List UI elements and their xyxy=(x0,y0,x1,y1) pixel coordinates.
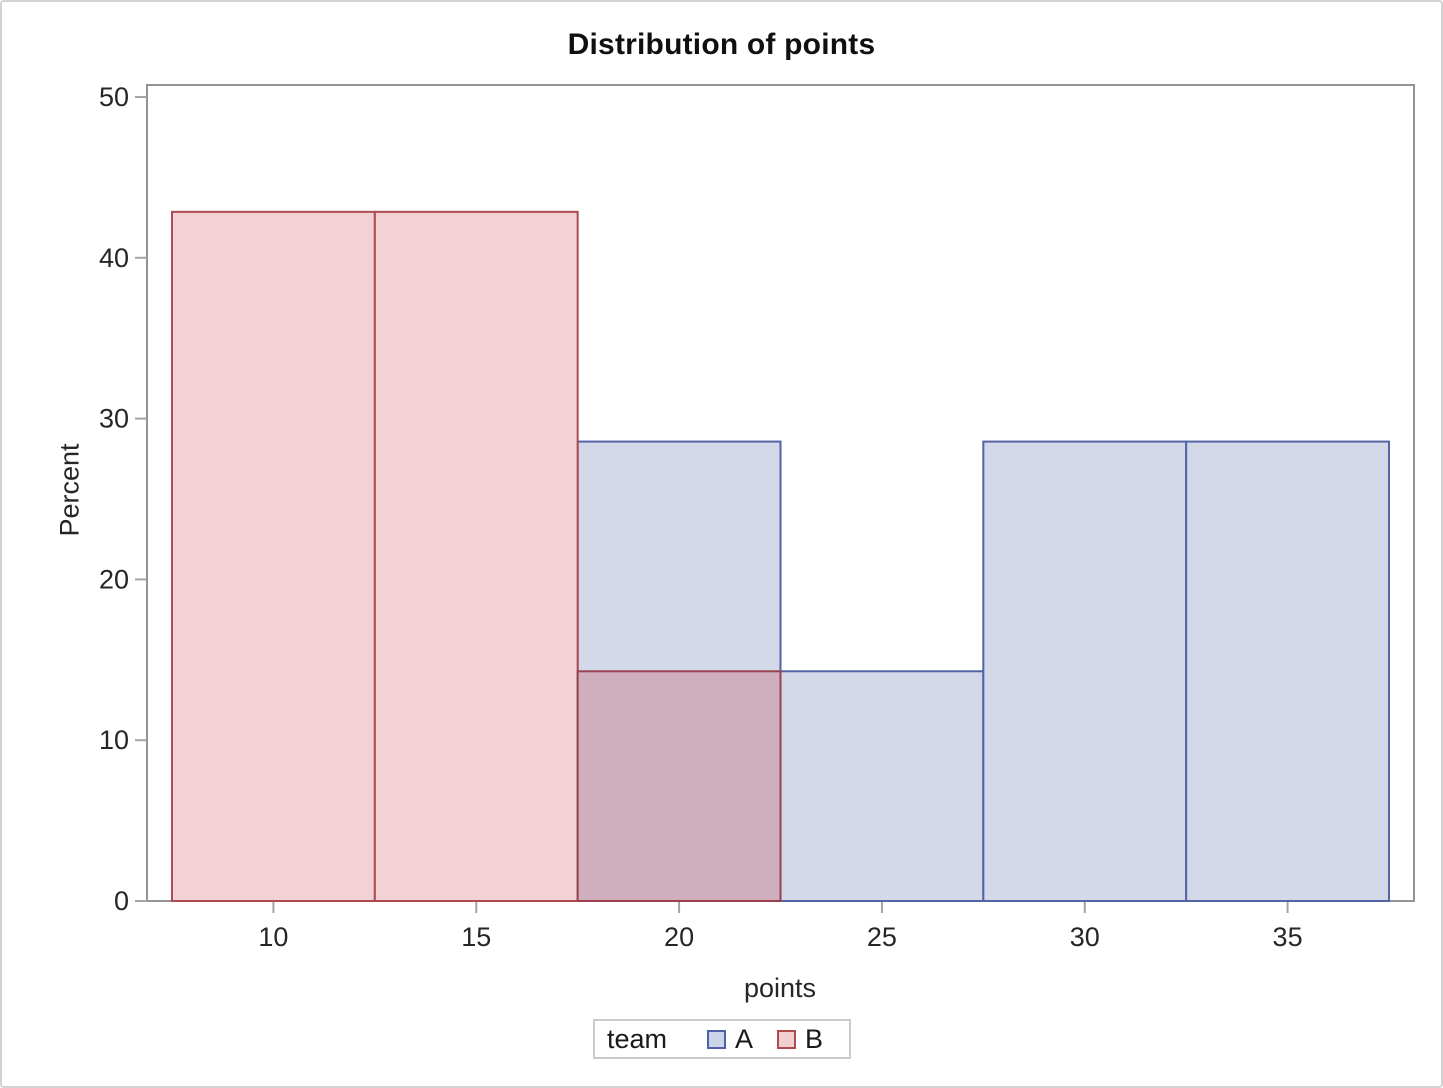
x-tick-label: 20 xyxy=(664,922,694,952)
y-tick-label: 30 xyxy=(99,404,129,434)
y-axis-label: Percent xyxy=(54,443,85,537)
legend-label-team-b: B xyxy=(805,1023,824,1054)
histogram-bar-team-a xyxy=(779,670,985,903)
legend-swatch-team-b xyxy=(777,1029,797,1049)
legend-title: team xyxy=(607,1023,668,1054)
histogram-bar-overlap xyxy=(576,670,782,903)
y-tick-label: 50 xyxy=(99,82,129,112)
x-axis-label: points xyxy=(743,973,817,1003)
histogram-bar-team-b xyxy=(373,210,579,902)
legend-swatch-team-a xyxy=(707,1029,727,1049)
histogram-bar-team-a xyxy=(982,440,1188,902)
x-tick-label: 15 xyxy=(461,922,491,952)
y-tick-label: 40 xyxy=(99,243,129,273)
legend-label-team-a: A xyxy=(735,1023,754,1054)
chart-title: Distribution of points xyxy=(567,28,876,61)
y-tick-label: 0 xyxy=(114,886,129,916)
y-tick-label: 10 xyxy=(99,725,129,755)
legend-box: team A B xyxy=(593,1019,851,1059)
y-tick-label: 20 xyxy=(99,564,129,594)
x-tick-label: 10 xyxy=(258,922,288,952)
histogram-bar-team-b xyxy=(171,210,376,902)
histogram-bar-team-a xyxy=(1185,440,1390,902)
x-tick-label: 25 xyxy=(867,922,897,952)
x-tick-label: 35 xyxy=(1273,922,1303,952)
x-tick-label: 30 xyxy=(1070,922,1100,952)
